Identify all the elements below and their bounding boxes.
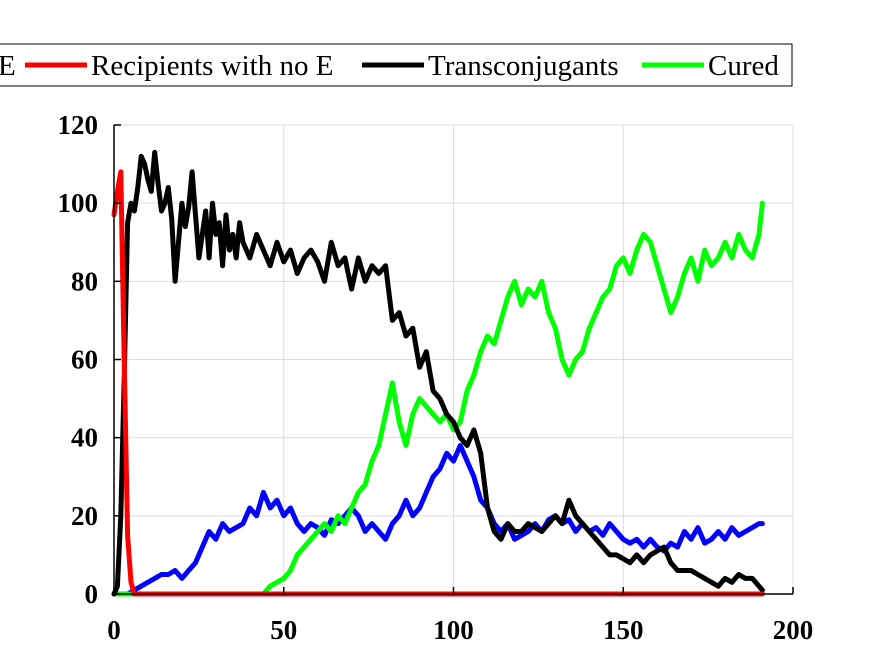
y-tick-label-6: 120 xyxy=(58,110,99,140)
y-tick-label-0: 0 xyxy=(85,579,99,609)
series-group xyxy=(111,149,765,597)
axes xyxy=(113,124,794,595)
y-tick-label-5: 100 xyxy=(58,188,99,218)
x-tick-label-4: 200 xyxy=(773,615,814,645)
y-tick-label-4: 80 xyxy=(71,266,98,296)
x-tick-label-3: 150 xyxy=(603,615,644,645)
legend-label-recipients: Recipients with no E xyxy=(91,50,333,82)
y-tick-label-1: 20 xyxy=(71,501,98,531)
legend: E Recipients with no E Transconjugants C… xyxy=(0,43,793,87)
x-tick-label-2: 100 xyxy=(433,615,474,645)
legend-label-cured: Cured xyxy=(708,50,779,82)
legend-label-e: E xyxy=(0,50,16,82)
series-line-cured xyxy=(111,200,765,597)
y-tick-label-3: 60 xyxy=(71,345,98,375)
x-tick-label-0: 0 xyxy=(107,615,121,645)
legend-label-transconjugants: Transconjugants xyxy=(428,50,619,82)
series-line-transconjugants xyxy=(111,149,765,597)
tick-labels: 0 50 100 150 200 0 20 40 60 80 100 120 xyxy=(58,110,814,645)
grid xyxy=(114,124,794,594)
series-line-e xyxy=(111,443,765,597)
y-tick-label-2: 40 xyxy=(71,423,98,453)
x-tick-label-1: 50 xyxy=(270,615,297,645)
